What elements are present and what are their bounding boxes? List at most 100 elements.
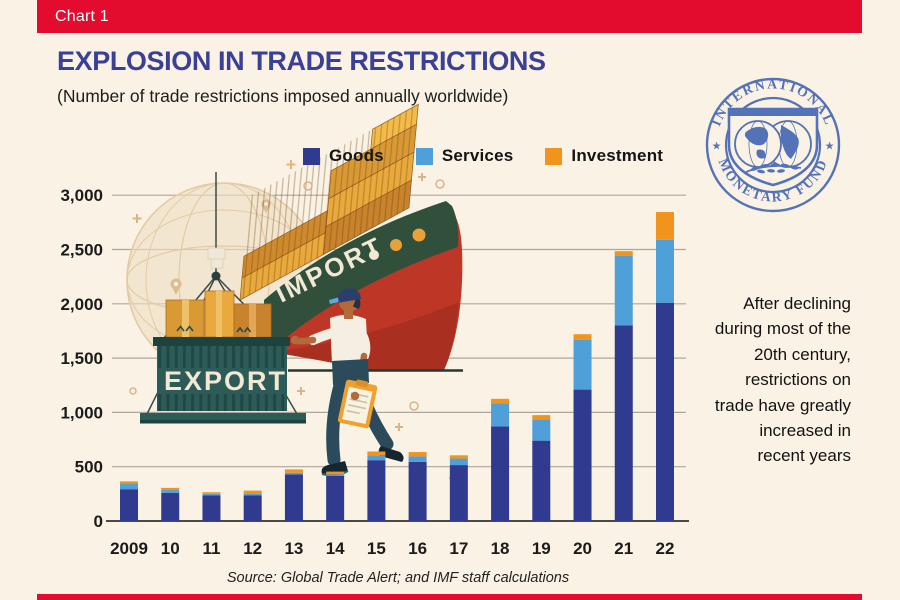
illustration: IMPORT — [126, 103, 463, 482]
cargo-ship: IMPORT — [239, 103, 463, 372]
x-tick-label: 19 — [532, 539, 551, 558]
y-tick-label: 0 — [94, 512, 103, 531]
chart-banner: Chart 1 — [37, 0, 862, 33]
bar-series — [120, 212, 674, 521]
bar-segment-services — [120, 483, 138, 490]
x-tick-label: 11 — [202, 539, 220, 558]
axis-labels: 0 500 1,000 1,500 2,000 2,500 3,000 2009 10 11 12 1… — [60, 186, 674, 558]
bar-segment-investment — [326, 471, 345, 475]
legend-label-services: Services — [441, 146, 514, 165]
bar-segment-investment — [408, 452, 427, 457]
bar-segment-goods — [449, 465, 468, 521]
bar-segment-goods — [367, 460, 386, 521]
x-tick-label: 13 — [284, 539, 303, 558]
annotation-line: 20th century, — [753, 344, 851, 364]
x-tick-label: 10 — [161, 539, 180, 558]
logo-olive-branch — [745, 163, 802, 174]
legend-label-goods: Goods — [329, 146, 384, 165]
annotation-line: restrictions on — [745, 370, 851, 390]
page-subtitle: (Number of trade restrictions imposed an… — [57, 86, 509, 106]
services-swatch-icon — [415, 147, 433, 165]
star-icon: ★ — [712, 141, 722, 153]
bar-segment-services — [408, 456, 427, 462]
logo-globes — [734, 120, 812, 168]
bar-segment-investment — [614, 251, 633, 257]
x-tick-label: 18 — [491, 539, 510, 558]
x-tick-label: 2009 — [110, 539, 148, 558]
bar-segment-goods — [408, 461, 427, 521]
map-pin-icon — [170, 278, 182, 295]
pallet — [140, 413, 306, 422]
bar-segment-investment — [284, 469, 303, 473]
y-tick-label: 2,000 — [60, 295, 103, 314]
shirt — [330, 314, 368, 367]
shoe — [378, 446, 404, 462]
annotation-line: recent years — [757, 446, 851, 466]
x-tick-label: 17 — [449, 539, 468, 558]
bar-segment-investment — [161, 487, 180, 491]
bar-segment-investment — [491, 398, 510, 404]
bar-segment-services — [573, 339, 592, 390]
annotation-line: during most of the — [714, 319, 851, 339]
bar-segment-services — [655, 239, 674, 303]
bar-segment-goods — [573, 389, 592, 521]
hand — [290, 335, 300, 345]
export-container: EXPORT — [140, 337, 306, 424]
ship-containers — [239, 103, 419, 301]
export-label: EXPORT — [164, 366, 287, 396]
y-tick-label: 500 — [75, 458, 103, 477]
goods-swatch-icon — [303, 147, 320, 165]
crane-hook-icon — [211, 271, 221, 281]
x-tick-label: 20 — [573, 539, 592, 558]
x-tick-label: 22 — [656, 539, 675, 558]
annotation-text: After declining during most of the 20th ce… — [666, 291, 851, 469]
fragile-arrows-icon — [176, 325, 252, 333]
x-tick-label: 21 — [614, 539, 633, 558]
bar-segment-investment — [243, 490, 262, 494]
legend-item-services: Services — [415, 146, 514, 166]
legend-label-investment: Investment — [571, 146, 664, 165]
bar-segment-investment — [367, 451, 386, 456]
y-tick-label: 1,000 — [60, 403, 103, 422]
x-tick-label: 12 — [243, 539, 262, 558]
bar-segment-services — [532, 420, 551, 441]
porthole-icon — [369, 250, 379, 260]
page-title: EXPLOSION IN TRADE RESTRICTIONS — [57, 46, 546, 76]
bar-segment-investment — [120, 481, 138, 484]
x-tick-label: 16 — [408, 539, 427, 558]
bar-segment-services — [202, 493, 221, 496]
bar-segment-investment — [449, 455, 468, 459]
source-text: Source: Global Trade Alert; and IMF staf… — [226, 570, 570, 586]
chart-number-label: Chart 1 — [55, 7, 109, 25]
bar-segment-goods — [243, 495, 262, 521]
bar-segment-goods — [284, 474, 303, 521]
bar-segment-goods — [532, 440, 551, 521]
bottom-red-rule — [37, 594, 862, 600]
bar-segment-investment — [532, 415, 551, 421]
legend-item-goods: Goods — [303, 146, 384, 166]
porthole-icon — [390, 239, 402, 251]
imf-logo: INTERNATIONAL MONETARY FUND ★ ★ — [705, 77, 841, 213]
porthole-icon — [412, 228, 426, 242]
bar-segment-services — [449, 458, 468, 466]
bar-segment-services — [161, 490, 180, 493]
bar-segment-services — [367, 455, 386, 461]
bar-segment-services — [284, 472, 303, 475]
x-tick-label: 15 — [367, 539, 386, 558]
bar-segment-goods — [655, 302, 674, 521]
legend-item-investment: Investment — [545, 146, 663, 166]
bar-segment-investment — [202, 492, 221, 494]
worker — [290, 288, 404, 477]
bar-segment-goods — [326, 475, 345, 521]
bar-segment-goods — [120, 489, 138, 521]
investment-swatch-icon — [545, 147, 563, 165]
y-tick-label: 3,000 — [60, 186, 103, 205]
bar-segment-investment — [655, 212, 674, 240]
cargo-boxes — [165, 290, 272, 338]
logo-shield — [727, 107, 819, 187]
ship-green-band — [264, 201, 459, 350]
bar-segment-services — [614, 256, 633, 326]
bar-segment-services — [491, 403, 510, 427]
star-icon: ★ — [825, 141, 835, 153]
